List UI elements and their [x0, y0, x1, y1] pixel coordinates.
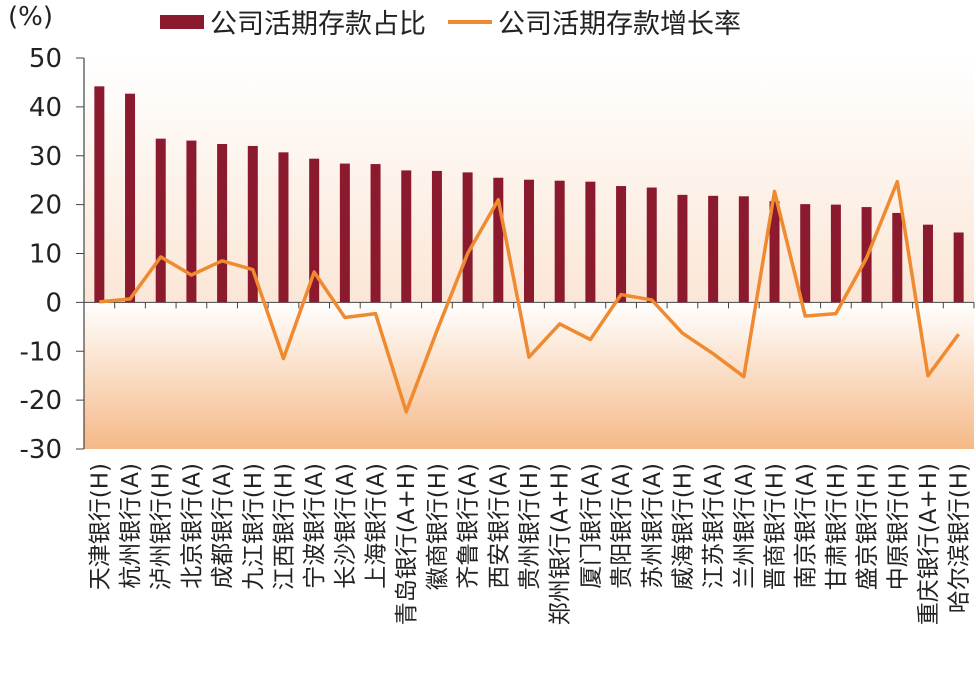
x-category-label: 兰州银行(A) — [732, 463, 758, 589]
bar — [370, 164, 381, 303]
bar — [462, 172, 473, 303]
y-axis-unit: (%) — [8, 2, 53, 32]
bar — [94, 86, 105, 303]
y-tick-label: -10 — [20, 337, 62, 367]
bar — [892, 212, 903, 303]
x-category-label: 上海银行(A) — [364, 463, 390, 589]
x-category-label: 盛京银行(H) — [855, 463, 881, 590]
bar — [708, 195, 719, 303]
legend-item-line: 公司活期存款增长率 — [448, 2, 741, 41]
bar — [125, 93, 136, 303]
bar — [616, 186, 627, 303]
x-category-label: 晋商银行(H) — [763, 463, 789, 590]
bar — [769, 201, 780, 303]
bar — [155, 138, 166, 303]
bar — [247, 145, 258, 303]
bar — [646, 187, 657, 303]
bar — [493, 177, 504, 303]
legend-line-label: 公司活期存款增长率 — [498, 9, 741, 40]
bar — [278, 152, 289, 303]
x-category-label: 郑州银行(A+H) — [548, 463, 574, 625]
bar — [401, 170, 412, 303]
x-category-label: 苏州银行(A) — [640, 463, 666, 589]
x-category-label: 厦门银行(A) — [578, 463, 604, 589]
y-tick-label: 50 — [29, 44, 62, 74]
bar — [524, 179, 534, 303]
bar — [953, 232, 964, 303]
x-category-label: 齐鲁银行(A) — [456, 463, 482, 589]
x-category-label: 威海银行(H) — [670, 463, 696, 590]
bar — [738, 196, 749, 303]
x-category-label: 哈尔滨银行(H) — [947, 463, 973, 613]
x-category-label: 江苏银行(A) — [701, 463, 727, 589]
bar — [554, 180, 565, 303]
y-tick-label: -20 — [20, 386, 62, 416]
bar — [800, 204, 811, 303]
x-category-label: 九江银行(H) — [241, 463, 267, 590]
x-category-label: 宁波银行(A) — [302, 463, 328, 589]
y-tick-label: -30 — [20, 435, 62, 465]
bar — [339, 163, 350, 303]
bar — [922, 224, 933, 303]
bar — [431, 170, 442, 303]
x-category-label: 西安银行(A) — [486, 463, 512, 589]
x-category-label: 江西银行(H) — [271, 463, 297, 590]
legend-line-swatch — [448, 19, 492, 24]
x-category-label: 成都银行(A) — [210, 463, 236, 589]
y-tick-label: 20 — [29, 191, 62, 221]
x-category-label: 长沙银行(A) — [333, 463, 359, 589]
y-tick-label: 40 — [29, 93, 62, 123]
plot-background-negative — [84, 302, 974, 449]
x-category-label: 青岛银行(A+H) — [394, 463, 420, 625]
legend-bar-label: 公司活期存款占比 — [210, 9, 426, 40]
x-category-label: 南京银行(A) — [793, 463, 819, 589]
x-category-label: 徽商银行(H) — [425, 463, 451, 590]
bar — [217, 144, 228, 303]
legend: 公司活期存款占比 公司活期存款增长率 — [160, 2, 763, 41]
x-category-label: 甘肃银行(H) — [824, 463, 850, 590]
x-category-label: 泸州银行(H) — [149, 463, 175, 590]
y-tick-label: 10 — [29, 240, 62, 270]
x-category-label: 贵阳银行(A) — [609, 463, 635, 589]
x-category-label: 杭州银行(A) — [118, 463, 144, 589]
legend-item-bar: 公司活期存款占比 — [160, 2, 426, 41]
x-category-label: 重庆银行(A+H) — [916, 463, 942, 625]
x-category-label: 天津银行(H) — [87, 463, 113, 590]
legend-bar-swatch — [160, 14, 204, 29]
bar — [677, 194, 688, 303]
y-tick-label: 0 — [45, 288, 62, 318]
bar — [186, 140, 197, 303]
x-category-label: 贵州银行(H) — [517, 463, 543, 590]
x-category-label: 中原银行(H) — [885, 463, 911, 590]
growth-line — [99, 179, 961, 414]
x-category-label: 北京银行(A) — [179, 463, 205, 589]
bar — [585, 181, 596, 303]
bar — [309, 158, 320, 303]
y-tick-label: 30 — [29, 142, 62, 172]
bar — [830, 204, 841, 303]
